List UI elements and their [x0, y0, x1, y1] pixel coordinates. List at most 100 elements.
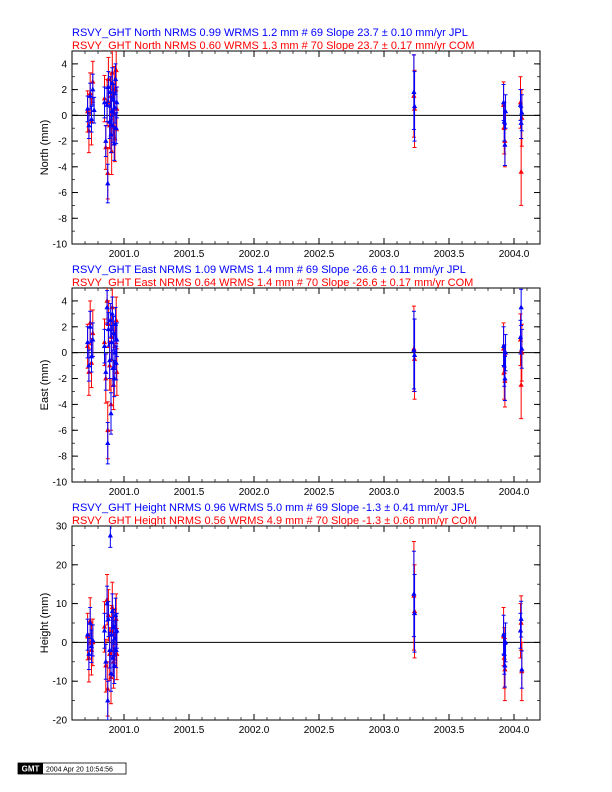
height-y-tick-label: 20: [56, 560, 68, 571]
east-x-tick-label: 2003.0: [369, 487, 400, 498]
east-x-tick-label: 2002.0: [239, 487, 270, 498]
gmt-logo-box: [18, 763, 43, 774]
east-title-jpl: RSVY_GHT East NRMS 1.09 WRMS 1.4 mm # 69…: [72, 264, 466, 276]
east-jpl-point: [517, 334, 524, 339]
east-ylabel: East (mm): [39, 360, 51, 411]
gmt-logo: GMT: [22, 765, 40, 774]
height-com-point: [113, 616, 119, 621]
height-jpl-point: [518, 616, 524, 621]
east-jpl-point: [105, 440, 111, 445]
height-jpl-point: [519, 666, 525, 672]
east-jpl-point: [90, 336, 96, 342]
east-jpl-point: [109, 310, 115, 316]
north-jpl-point: [101, 99, 108, 105]
north-x-tick-label: 2002.0: [239, 249, 270, 260]
north-y-tick-label: 4: [61, 59, 67, 70]
north-marks: [72, 51, 540, 206]
height-y-tick-label: 10: [56, 599, 68, 610]
north-com-point: [113, 67, 119, 73]
height-jpl-point: [114, 627, 120, 633]
height-jpl-point: [86, 651, 92, 656]
north-jpl-point: [108, 131, 114, 137]
north-jpl-point: [87, 93, 93, 98]
height-y-tick-label: 0: [61, 638, 67, 649]
east-jpl-point: [501, 362, 507, 368]
east-jpl-point: [114, 336, 120, 342]
east-jpl-point: [87, 323, 93, 329]
height-y-tick-label: -20: [53, 716, 68, 727]
east-x-tick-label: 2002.5: [304, 487, 335, 498]
north-jpl-point: [110, 122, 116, 128]
height-data-series: [85, 526, 525, 720]
east-jpl-point: [109, 339, 115, 345]
height-ticks: 2001.0 2001.5 2002.0 2002.5 2003.0 2003.5 2004…: [53, 522, 541, 736]
stamp-timestamp: 2004 Apr 20 10:54:56: [46, 767, 113, 774]
height-jpl-point: [502, 662, 508, 668]
north-data-series: [85, 51, 525, 206]
north-jpl-point: [85, 105, 91, 111]
height-jpl-point: [105, 616, 111, 621]
east-jpl-point: [501, 343, 507, 348]
east-y-tick-label: 4: [61, 296, 67, 307]
height-title-jpl: RSVY_GHT Height NRMS 0.96 WRMS 5.0 mm # …: [72, 502, 470, 514]
north-jpl-point: [501, 99, 507, 105]
north-title-com: RSVY_GHT North NRMS 0.60 WRMS 1.3 mm # 7…: [72, 40, 475, 52]
north-com-point: [109, 148, 115, 154]
east-jpl-point: [88, 353, 95, 359]
height-panel: RSVY_GHT Height NRMS 0.96 WRMS 5.0 mm # …: [39, 502, 541, 736]
north-jpl-point: [105, 84, 111, 89]
east-jpl-point: [103, 369, 109, 374]
height-jpl-point: [111, 662, 117, 668]
east-panel: RSVY_GHT East NRMS 1.09 WRMS 1.4 mm # 69…: [39, 264, 541, 498]
height-jpl-point: [103, 658, 109, 664]
east-jpl-point: [105, 326, 111, 332]
north-title-jpl: RSVY_GHT North NRMS 0.99 WRMS 1.2 mm # 6…: [72, 27, 468, 39]
east-x-tick-label: 2001.5: [174, 487, 205, 498]
height-jpl-point: [501, 651, 507, 656]
height-jpl-point: [90, 637, 96, 643]
east-marks: [72, 288, 540, 465]
north-x-tick-label: 2003.0: [369, 249, 400, 260]
north-jpl-point: [109, 80, 115, 85]
height-x-tick-label: 2004.0: [499, 725, 530, 736]
east-ticks: 2001.0 2001.5 2002.0 2002.5 2003.0 2003.5 2004…: [53, 287, 541, 498]
height-jpl-point: [411, 590, 417, 596]
north-jpl-point: [107, 89, 113, 94]
east-jpl-point: [411, 347, 417, 352]
height-jpl-point: [85, 631, 91, 637]
north-y-tick-label: -10: [53, 240, 68, 251]
north-jpl-point: [517, 102, 524, 107]
east-jpl-point: [502, 349, 509, 355]
north-ylabel: North (mm): [39, 120, 51, 176]
north-jpl-point: [114, 99, 120, 105]
gmt-timestamp-stamp: GMT 2004 Apr 20 10:54:56: [17, 762, 127, 775]
north-plot-frame: [71, 50, 541, 245]
north-y-tick-label: 0: [61, 111, 67, 122]
height-y-tick-label: 30: [56, 522, 68, 533]
north-jpl-point: [502, 141, 508, 147]
height-jpl-point: [107, 532, 113, 538]
east-jpl-point: [411, 352, 418, 358]
height-x-tick-label: 2002.0: [239, 725, 270, 736]
east-title-com: RSVY_GHT East NRMS 0.64 WRMS 1.4 mm # 70…: [72, 277, 473, 289]
height-ylabel: Height (mm): [39, 593, 51, 654]
north-y-tick-label: -8: [58, 214, 67, 225]
height-jpl-point: [108, 670, 114, 676]
north-x-tick-label: 2004.0: [499, 249, 530, 260]
north-jpl-point: [104, 102, 110, 107]
height-jpl-point: [105, 697, 111, 703]
east-jpl-point: [85, 339, 91, 345]
east-jpl-point: [519, 345, 525, 351]
east-y-tick-label: -2: [58, 374, 67, 385]
height-com-point: [114, 651, 120, 656]
height-x-tick-label: 2003.0: [369, 725, 400, 736]
north-jpl-point: [411, 89, 417, 94]
north-y-tick-label: -4: [58, 162, 67, 173]
north-jpl-point: [501, 118, 507, 124]
north-jpl-point: [105, 180, 111, 186]
east-jpl-point: [111, 375, 117, 381]
north-x-tick-label: 2003.5: [434, 249, 465, 260]
north-jpl-point: [411, 103, 418, 109]
north-jpl-point: [502, 108, 509, 114]
